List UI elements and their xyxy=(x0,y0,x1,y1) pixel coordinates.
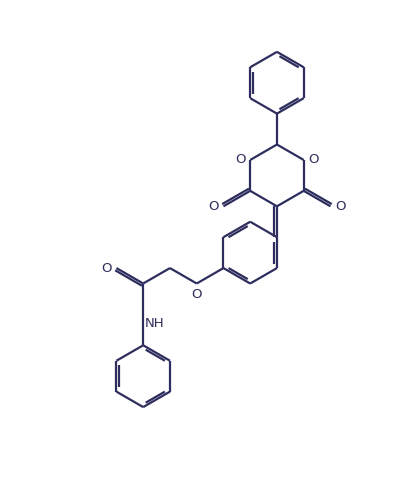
Text: O: O xyxy=(235,153,245,166)
Text: NH: NH xyxy=(145,317,165,330)
Text: O: O xyxy=(102,261,112,274)
Text: O: O xyxy=(208,200,219,213)
Text: O: O xyxy=(309,153,319,166)
Text: O: O xyxy=(191,288,202,301)
Text: O: O xyxy=(335,200,345,213)
